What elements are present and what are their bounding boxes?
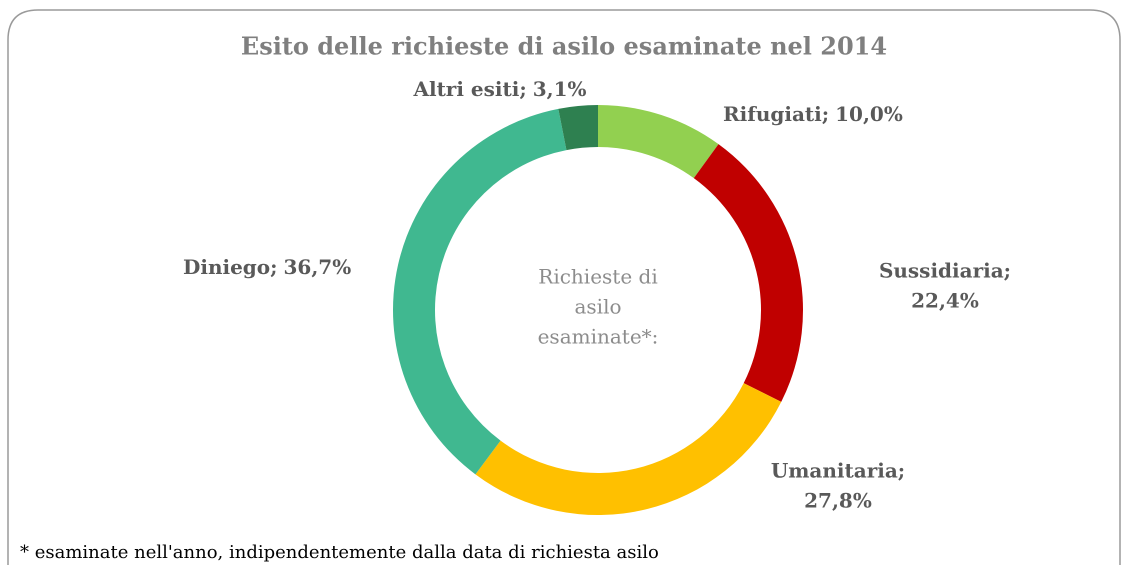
slice-category: Altri esiti;: [412, 77, 526, 101]
center-text: asilo: [574, 295, 621, 319]
donut-slice: [598, 105, 719, 179]
slice-value-label: 3,1%: [533, 77, 587, 101]
center-text: esaminate*:: [538, 325, 659, 349]
slice-category: Diniego;: [183, 255, 278, 279]
chart-title: Esito delle richieste di asilo esaminate…: [241, 32, 887, 61]
slice-label: Altri esiti; 3,1%: [412, 77, 586, 101]
slice-label: Rifugiati; 10,0%: [723, 102, 903, 126]
footnote: * esaminate nell'anno, indipendentemente…: [20, 542, 659, 563]
slice-value-label: 22,4%: [911, 289, 979, 313]
donut-slice: [393, 108, 567, 475]
slice-category: Rifugiati;: [723, 102, 829, 126]
slice-value-label: 36,7%: [284, 255, 352, 279]
center-text: Richieste di: [538, 265, 657, 289]
slice-value-label: 27,8%: [804, 489, 872, 513]
slice-category: Umanitaria;: [771, 459, 905, 483]
chart-frame: [7, 9, 1121, 565]
slice-label: Diniego; 36,7%: [183, 255, 351, 279]
donut-slice: [558, 105, 598, 151]
donut-slice: [475, 383, 782, 515]
slice-value-label: 10,0%: [835, 102, 903, 126]
donut-slice: [693, 144, 803, 402]
slice-category: Sussidiaria;: [879, 259, 1011, 283]
